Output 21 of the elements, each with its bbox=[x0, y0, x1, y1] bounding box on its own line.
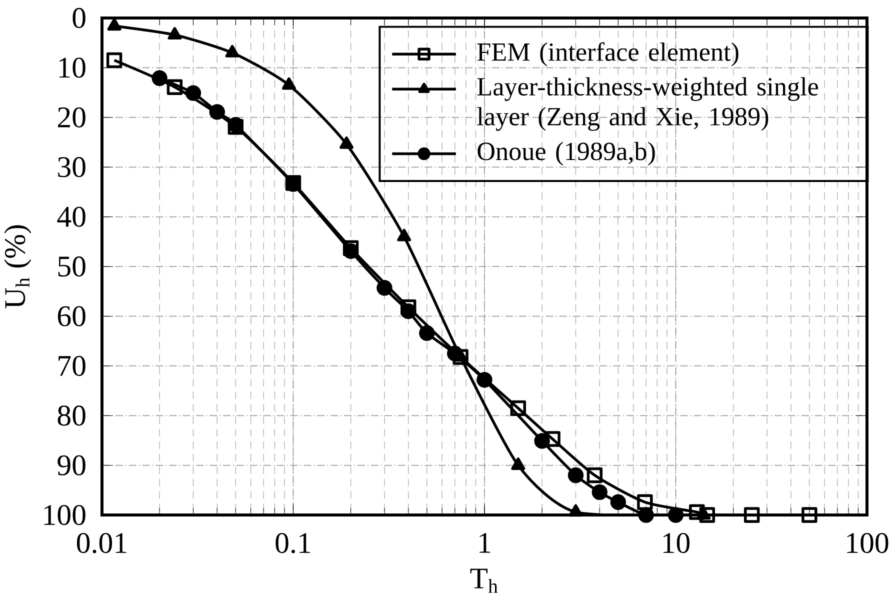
y-tick-label: 10 bbox=[59, 58, 86, 78]
y-tick-label: 100 bbox=[44, 504, 86, 526]
y-tick-label: 0 bbox=[72, 8, 86, 28]
y-tick-label: 40 bbox=[57, 206, 86, 227]
y-tick-label: 80 bbox=[58, 406, 86, 426]
y-tick-label: 50 bbox=[58, 256, 86, 277]
legend-label: FEM (interface element) bbox=[477, 42, 738, 66]
legend-label: Onoue (1989a,b) bbox=[478, 142, 655, 166]
x-tick-label: 100 bbox=[847, 532, 888, 554]
x-tick-label: 0.01 bbox=[76, 532, 126, 554]
x-tick-label: 1 bbox=[480, 532, 490, 553]
y-axis-title: U$_{h}$ (%) bbox=[4, 225, 32, 308]
x-tick-label: 10 bbox=[663, 532, 690, 554]
y-tick-label: 20 bbox=[58, 107, 86, 128]
y-tick-label: 90 bbox=[58, 455, 86, 476]
x-tick-label: 0.1 bbox=[276, 532, 310, 554]
legend-label: Layer-thickness-weighted single layer (Zeng and Xie, 1989) bbox=[477, 77, 818, 131]
y-tick-label: 60 bbox=[58, 306, 86, 326]
x-axis-title: T$_{h}$ bbox=[470, 568, 498, 593]
y-tick-label: 30 bbox=[58, 157, 86, 178]
y-tick-label: 70 bbox=[58, 356, 86, 376]
